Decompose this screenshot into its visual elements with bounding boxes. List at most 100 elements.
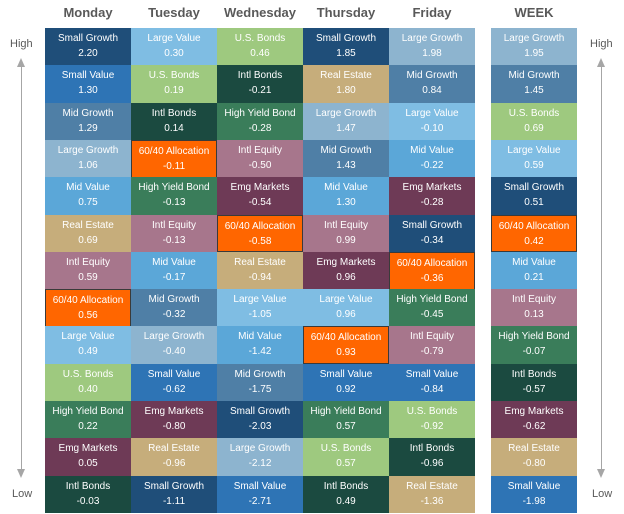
cell-asset-label: Mid Value <box>512 256 556 268</box>
quilt-cell-wednesday-small-value: Small Value -2.71 <box>217 475 303 514</box>
cell-return-value: 1.45 <box>524 85 544 97</box>
cell-return-value: -0.58 <box>248 235 272 247</box>
cell-return-value: -0.62 <box>522 421 546 432</box>
cell-asset-label: Small Value <box>61 70 115 82</box>
right-high-label: High <box>590 38 613 50</box>
quilt-cell-thursday-large-value: Large Value 0.96 <box>303 289 389 327</box>
quilt-cell-tuesday-real-estate: Real Estate -0.96 <box>131 438 217 477</box>
cell-return-value: -0.50 <box>248 159 272 171</box>
cell-return-value: -2.03 <box>248 421 272 432</box>
cell-asset-label: Mid Value <box>238 331 282 343</box>
cell-return-value: -0.07 <box>522 346 546 358</box>
quilt-cell-friday-real-estate: Real Estate -1.36 <box>389 475 475 514</box>
cell-return-value: 0.57 <box>336 458 356 470</box>
quilt-cell-monday-large-growth: Large Growth 1.06 <box>45 139 131 178</box>
quilt-cell-week-emg-markets: Emg Markets -0.62 <box>491 401 577 439</box>
cell-return-value: 0.59 <box>524 159 544 171</box>
quilt-cell-friday-high-yield-bond: High Yield Bond -0.45 <box>389 289 475 327</box>
cell-asset-label: U.S. Bonds <box>320 443 372 455</box>
quilt-cell-tuesday-intl-equity: Intl Equity -0.13 <box>131 214 217 253</box>
cell-return-value: -1.75 <box>248 383 272 395</box>
cell-asset-label: Mid Value <box>66 182 110 194</box>
quilt-cell-week-mid-value: Mid Value 0.21 <box>491 251 577 290</box>
left-arrow-up-head <box>17 58 25 67</box>
quilt-cell-thursday-emg-markets: Emg Markets 0.96 <box>303 251 389 290</box>
cell-return-value: -1.98 <box>522 495 546 507</box>
cell-return-value: 1.29 <box>78 122 98 134</box>
quilt-cell-week-mid-growth: Mid Growth 1.45 <box>491 65 577 104</box>
cell-return-value: -0.62 <box>162 383 186 395</box>
cell-asset-label: High Yield Bond <box>396 294 468 306</box>
cell-return-value: 0.22 <box>78 421 98 432</box>
cell-return-value: 1.95 <box>524 48 544 59</box>
cell-asset-label: High Yield Bond <box>224 107 296 119</box>
cell-asset-label: U.S. Bonds <box>148 70 200 82</box>
cell-return-value: 0.57 <box>336 421 356 432</box>
quilt-cell-friday-mid-growth: Mid Growth 0.84 <box>389 65 475 104</box>
cell-asset-label: Intl Equity <box>410 331 454 343</box>
cell-asset-label: Emg Markets <box>144 406 204 417</box>
quilt-cell-week-intl-bonds: Intl Bonds -0.57 <box>491 363 577 402</box>
quilt-cell-week-small-growth: Small Growth 0.51 <box>491 177 577 215</box>
cell-return-value: -0.96 <box>420 458 444 470</box>
cell-return-value: 2.20 <box>78 48 98 59</box>
quilt-cell-friday-large-value: Large Value -0.10 <box>389 102 475 141</box>
cell-asset-label: Small Value <box>147 368 201 380</box>
right-arrow-up-head <box>597 58 605 67</box>
cell-return-value: -0.22 <box>420 159 444 171</box>
quilt-cell-tuesday-large-value: Large Value 0.30 <box>131 28 217 66</box>
quilt-cell-friday-u-s-bonds: U.S. Bonds -0.92 <box>389 401 475 439</box>
column-header-tuesday: Tuesday <box>148 5 200 20</box>
cell-asset-label: Large Growth <box>401 33 463 44</box>
left-low-label: Low <box>12 488 33 500</box>
quilt-cell-thursday-small-growth: Small Growth 1.85 <box>303 28 389 66</box>
cell-return-value: 0.30 <box>164 48 184 59</box>
left-arrow-line <box>21 66 22 470</box>
cell-return-value: 0.05 <box>78 458 98 470</box>
cell-asset-label: Small Growth <box>229 406 290 417</box>
cell-asset-label: Real Estate <box>148 443 200 455</box>
cell-return-value: -0.54 <box>248 197 272 209</box>
cell-return-value: -1.11 <box>162 495 186 507</box>
cell-asset-label: U.S. Bonds <box>406 406 458 417</box>
cell-return-value: 0.96 <box>336 271 356 283</box>
cell-asset-label: Mid Growth <box>148 294 200 306</box>
cell-asset-label: U.S. Bonds <box>508 107 560 119</box>
quilt-cell-friday-intl-equity: Intl Equity -0.79 <box>389 326 475 365</box>
cell-asset-label: Small Growth <box>503 182 564 194</box>
cell-asset-label: 60/40 Allocation <box>138 145 210 157</box>
cell-return-value: 1.80 <box>336 85 356 97</box>
quilt-cell-wednesday-mid-value: Mid Value -1.42 <box>217 326 303 365</box>
cell-asset-label: Mid Value <box>410 144 454 156</box>
cell-return-value: 0.21 <box>524 271 544 283</box>
quilt-cell-friday-intl-bonds: Intl Bonds -0.96 <box>389 438 475 477</box>
cell-asset-label: Emg Markets <box>316 256 376 268</box>
column-header-monday: Monday <box>63 5 113 20</box>
cell-return-value: 0.93 <box>336 347 356 359</box>
cell-asset-label: Large Growth <box>315 107 377 119</box>
quilt-cell-thursday-real-estate: Real Estate 1.80 <box>303 65 389 104</box>
cell-asset-label: Large Value <box>147 33 201 44</box>
cell-asset-label: Small Growth <box>315 33 376 44</box>
cell-return-value: 0.46 <box>250 48 270 59</box>
column-header-week: WEEK <box>514 5 554 20</box>
quilt-cell-friday-small-growth: Small Growth -0.34 <box>389 214 475 253</box>
quilt-cell-tuesday-u-s-bonds: U.S. Bonds 0.19 <box>131 65 217 104</box>
quilt-cell-thursday-intl-bonds: Intl Bonds 0.49 <box>303 475 389 514</box>
quilt-cell-week-small-value: Small Value -1.98 <box>491 475 577 514</box>
quilt-cell-wednesday-mid-growth: Mid Growth -1.75 <box>217 363 303 402</box>
cell-asset-label: U.S. Bonds <box>234 33 286 44</box>
quilt-cell-wednesday-intl-equity: Intl Equity -0.50 <box>217 139 303 178</box>
cell-asset-label: Intl Equity <box>324 219 368 231</box>
cell-asset-label: Intl Bonds <box>511 368 557 380</box>
cell-return-value: 0.59 <box>78 271 98 283</box>
cell-return-value: -0.13 <box>162 197 186 209</box>
quilt-cell-tuesday-mid-value: Mid Value -0.17 <box>131 251 217 290</box>
cell-asset-label: Real Estate <box>508 443 560 455</box>
cell-asset-label: Mid Growth <box>406 70 458 82</box>
quilt-cell-wednesday-real-estate: Real Estate -0.94 <box>217 251 303 290</box>
quilt-cell-wednesday-large-value: Large Value -1.05 <box>217 289 303 327</box>
cell-return-value: 0.69 <box>78 234 98 246</box>
cell-asset-label: U.S. Bonds <box>62 368 114 380</box>
cell-return-value: -0.03 <box>76 495 100 507</box>
